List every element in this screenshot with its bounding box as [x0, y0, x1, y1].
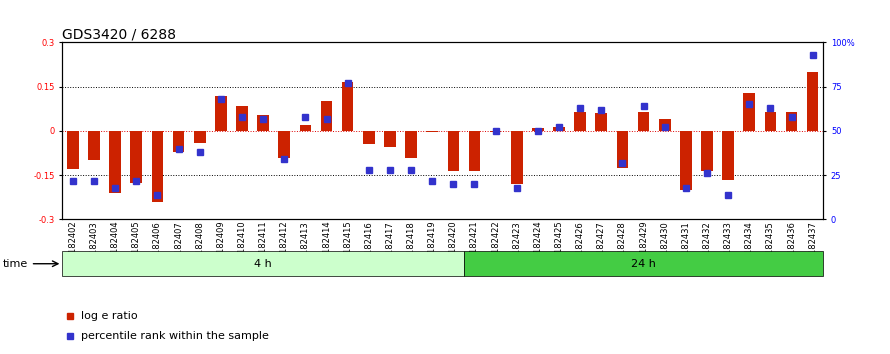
Bar [320, 102, 332, 131]
Bar [807, 72, 819, 131]
Bar [215, 96, 227, 131]
Bar [532, 128, 544, 131]
Bar [617, 131, 628, 168]
Bar [279, 131, 290, 158]
Bar [701, 131, 713, 171]
Bar [405, 131, 417, 158]
Bar [574, 112, 586, 131]
Bar [680, 131, 692, 190]
Bar [194, 131, 206, 143]
Bar [511, 131, 522, 184]
Bar [363, 131, 375, 144]
Bar [638, 112, 650, 131]
Bar [595, 113, 607, 131]
Bar [131, 131, 142, 183]
Bar [490, 131, 501, 132]
Bar [62, 251, 464, 276]
Bar [236, 106, 247, 131]
Bar [448, 131, 459, 171]
Bar [765, 112, 776, 131]
Bar [426, 131, 438, 132]
Bar [384, 131, 396, 147]
Bar [257, 115, 269, 131]
Bar [300, 125, 311, 131]
Bar [342, 82, 353, 131]
Bar [723, 131, 734, 180]
Bar [554, 127, 565, 131]
Text: 4 h: 4 h [255, 259, 272, 269]
Bar [743, 93, 755, 131]
Bar [469, 131, 481, 171]
Text: 24 h: 24 h [631, 259, 656, 269]
Bar [464, 251, 823, 276]
Bar [88, 131, 100, 160]
Text: log e ratio: log e ratio [81, 311, 138, 321]
Bar [786, 112, 797, 131]
Text: percentile rank within the sample: percentile rank within the sample [81, 331, 269, 341]
Text: time: time [4, 259, 28, 269]
Bar [173, 131, 184, 152]
Bar [109, 131, 121, 193]
Bar [67, 131, 78, 169]
Bar [659, 119, 670, 131]
Bar [151, 131, 163, 202]
Text: GDS3420 / 6288: GDS3420 / 6288 [62, 27, 176, 41]
